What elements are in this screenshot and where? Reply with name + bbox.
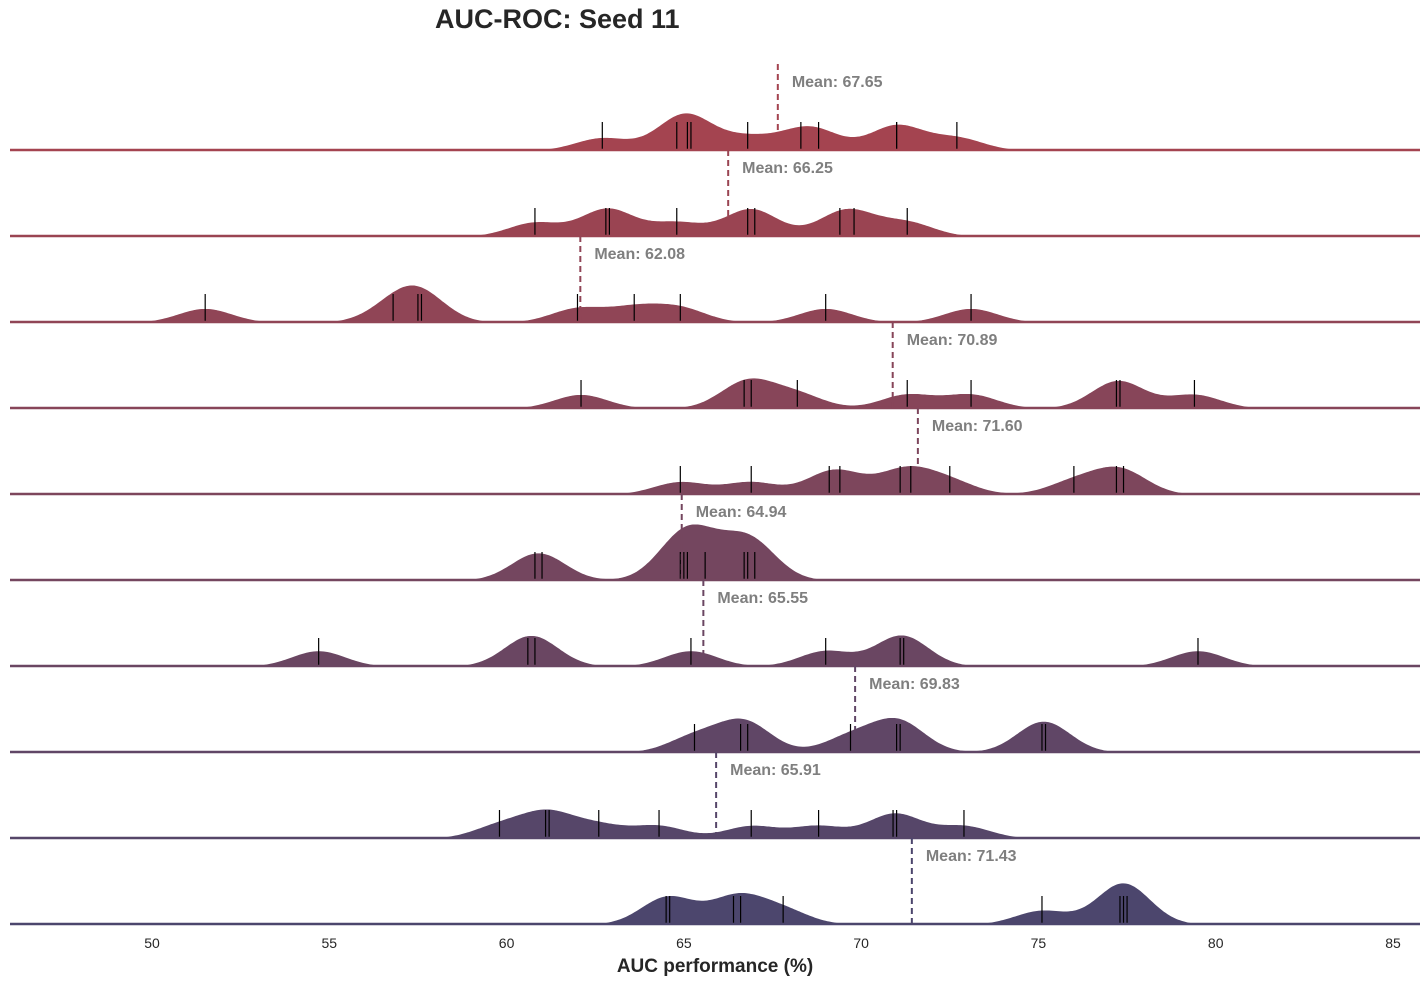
ridge-density-5 (10, 464, 1428, 495)
mean-label: Mean: 71.60 (932, 418, 1023, 435)
ridge-10: Mean: 71.43 (10, 838, 1428, 926)
mean-label: Mean: 70.89 (907, 332, 998, 349)
mean-label: Mean: 71.43 (926, 848, 1017, 865)
x-tick-label: 80 (1208, 935, 1224, 951)
ridge-density-6 (10, 522, 1428, 581)
ridges-group: Mean: 67.65 Mean: 66.25 Mean: 62.08 Mean: 7… (10, 64, 1428, 926)
ridge-density-1 (10, 111, 1428, 151)
ridge-4: Mean: 70.89 (10, 322, 1428, 410)
ridge-7: Mean: 65.55 (10, 580, 1428, 668)
x-axis: 50 55 60 65 70 75 80 85 (144, 935, 1401, 951)
ridge-5: Mean: 71.60 (10, 408, 1428, 496)
ridge-density-9 (10, 807, 1428, 839)
mean-label: Mean: 66.25 (742, 160, 833, 177)
ridge-6: Mean: 64.94 (10, 494, 1428, 582)
mean-label: Mean: 65.91 (730, 762, 821, 779)
x-tick-label: 85 (1385, 935, 1401, 951)
x-axis-label: AUC performance (%) (617, 956, 813, 977)
ridge-9: Mean: 65.91 (10, 752, 1428, 840)
x-tick-label: 75 (1031, 935, 1047, 951)
x-tick-label: 60 (499, 935, 515, 951)
ridge-density-10 (10, 881, 1428, 925)
mean-label: Mean: 64.94 (696, 504, 787, 521)
x-tick-label: 55 (321, 935, 337, 951)
mean-label: Mean: 67.65 (792, 74, 883, 91)
ridge-density-3 (10, 283, 1428, 323)
ridge-2: Mean: 66.25 (10, 150, 1428, 238)
ridge-1: Mean: 67.65 (10, 64, 1428, 152)
ridge-density-4 (10, 376, 1428, 409)
mean-label: Mean: 69.83 (869, 676, 960, 693)
ridge-density-8 (10, 716, 1428, 753)
x-tick-label: 70 (853, 935, 869, 951)
ridge-8: Mean: 69.83 (10, 666, 1428, 754)
ridge-3: Mean: 62.08 (10, 236, 1428, 324)
chart-title: AUC-ROC: Seed 11 (435, 4, 680, 34)
x-tick-label: 65 (676, 935, 692, 951)
ridge-density-2 (10, 206, 1428, 237)
mean-label: Mean: 65.55 (717, 590, 808, 607)
mean-label: Mean: 62.08 (594, 246, 685, 263)
x-tick-label: 50 (144, 935, 160, 951)
ridge-density-7 (10, 633, 1428, 667)
